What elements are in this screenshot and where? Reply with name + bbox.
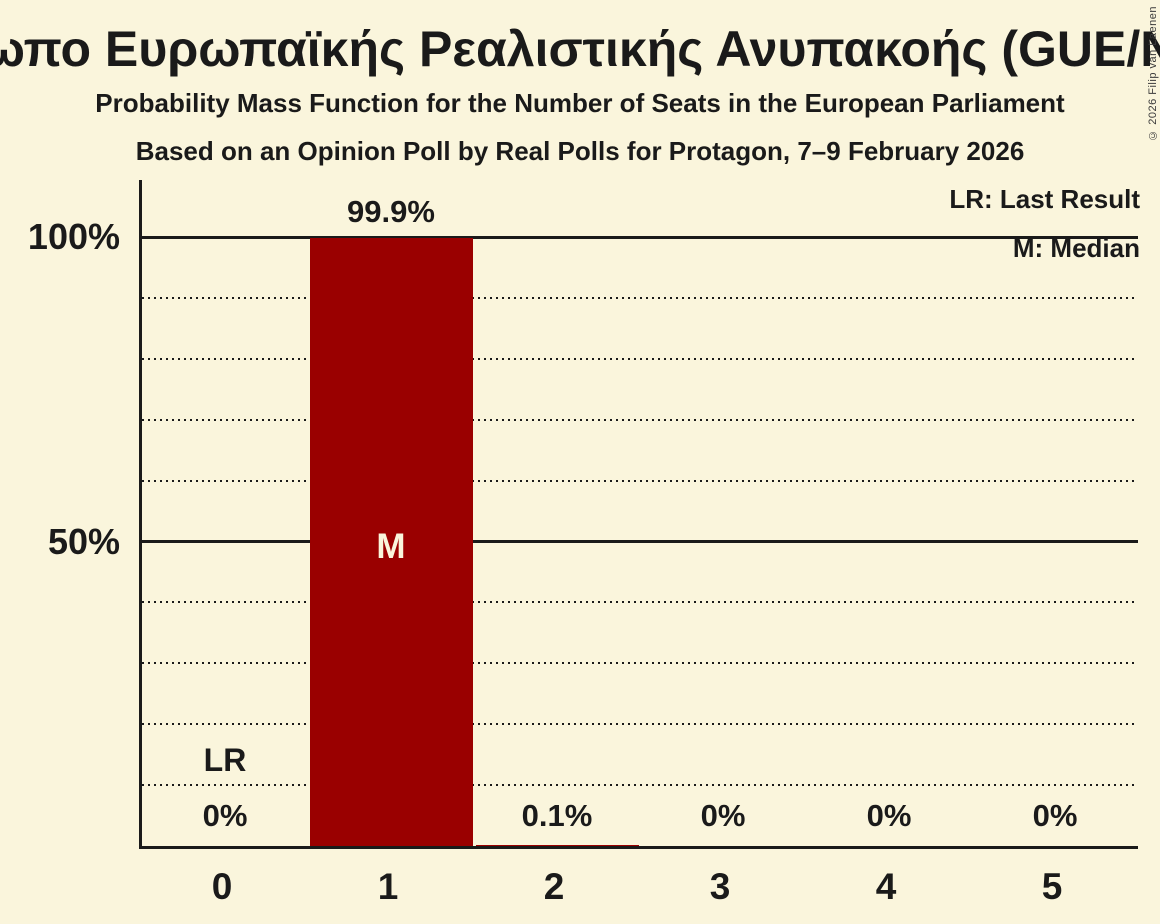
copyright-notice: © 2026 Filip van Laenen (1147, 6, 1159, 141)
x-tick-label-3: 3 (709, 866, 731, 907)
legend-median: M: Median (1012, 233, 1140, 263)
minor-gridline-70 (142, 418, 1138, 421)
x-axis-labels: 0 1 2 3 4 5 (139, 849, 1135, 919)
minor-gridline-90 (142, 296, 1138, 299)
minor-gridline-10 (142, 784, 1138, 787)
bar-seats-2 (475, 845, 639, 846)
major-gridline-100 (139, 235, 1138, 239)
x-tick-label-1: 1 (377, 866, 399, 907)
probability-label-seats-2: 0.1% (521, 798, 593, 833)
legend-last-result: LR: Last Result (949, 184, 1140, 214)
minor-gridline-30 (142, 662, 1138, 665)
probability-label-seats-5: 0% (1032, 798, 1078, 833)
probability-label-seats-4: 0% (866, 798, 912, 833)
last-result-marker: LR (203, 742, 247, 778)
minor-gridline-20 (142, 723, 1138, 726)
x-tick-label-4: 4 (875, 866, 897, 907)
probability-label-seats-3: 0% (700, 798, 746, 833)
minor-gridline-60 (142, 479, 1138, 482)
plot-area: 0% 99.9% 0.1% 0% 0% 0% M LR (139, 180, 1138, 849)
y-tick-label-100: 100% (27, 216, 120, 257)
y-axis-labels: 100% 50% (0, 180, 120, 846)
chart-source-line: Based on an Opinion Poll by Real Polls f… (135, 136, 1025, 166)
x-tick-label-2: 2 (543, 866, 565, 907)
minor-gridline-80 (142, 357, 1138, 360)
chart-title: Μέτωπο Ευρωπαϊκής Ρεαλιστικής Ανυπακοής … (0, 21, 1160, 77)
bar-seats-1 (309, 237, 473, 846)
y-tick-label-50: 50% (47, 520, 120, 562)
minor-gridline-40 (142, 601, 1138, 604)
major-gridline-50 (139, 540, 1138, 543)
probability-label-seats-1: 99.9% (347, 193, 435, 229)
probability-label-seats-0: 0% (202, 798, 248, 833)
x-tick-label-0: 0 (211, 866, 233, 907)
x-tick-label-5: 5 (1041, 866, 1063, 907)
median-marker: M (376, 527, 406, 566)
chart-subtitle: Probability Mass Function for the Number… (95, 88, 1065, 118)
